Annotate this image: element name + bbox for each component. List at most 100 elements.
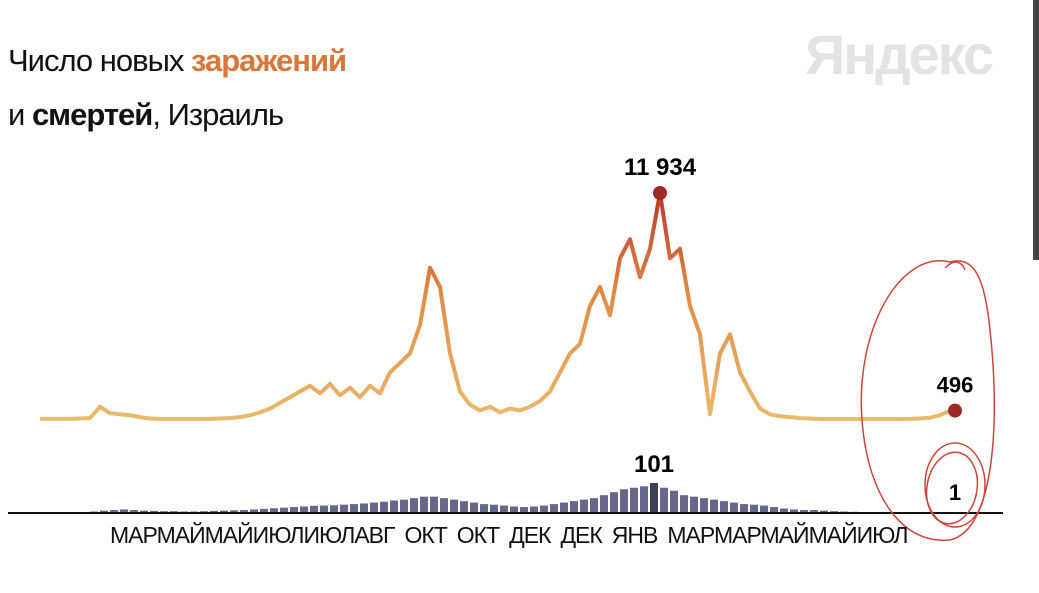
death-bar — [230, 510, 238, 513]
yandex-logo: Яндекс — [805, 23, 994, 86]
title-deaths: смертей — [31, 97, 153, 132]
death-bar — [650, 483, 658, 513]
death-bar — [570, 501, 578, 513]
death-bar — [360, 503, 368, 513]
death-bar — [410, 498, 418, 513]
death-bar — [240, 510, 248, 513]
death-bar — [760, 505, 768, 513]
x-tick-label: МАЙ — [156, 522, 206, 548]
death-bar — [470, 502, 478, 513]
death-bar — [630, 487, 638, 513]
death-bar — [520, 507, 528, 513]
x-tick-label: ДЕК — [509, 522, 551, 548]
death-bar — [430, 496, 438, 513]
last-marker — [948, 403, 962, 418]
death-bar — [800, 510, 808, 513]
x-tick-label: ИЮЛ — [303, 522, 355, 548]
title-infections: заражений — [191, 43, 347, 78]
death-bar — [400, 499, 408, 513]
death-bar — [750, 504, 758, 513]
death-bar — [560, 502, 568, 513]
death-bar — [310, 505, 318, 513]
x-tick-label: МАР — [110, 522, 158, 548]
x-tick-label: АВГ — [354, 522, 395, 548]
death-bar — [600, 495, 608, 513]
x-tick-label: МАЙ — [204, 522, 254, 548]
x-tick-label: ДЕК — [560, 522, 602, 548]
x-tick-label: МАР — [667, 522, 715, 548]
death-bar — [580, 499, 588, 513]
title-country: , Израиль — [152, 97, 284, 132]
death-bar — [550, 504, 558, 513]
death-bar — [370, 502, 378, 513]
death-bar — [500, 505, 508, 513]
death-bar — [280, 507, 288, 513]
death-bar — [820, 510, 828, 513]
peak-marker — [653, 186, 667, 200]
title-text: и — [8, 97, 32, 132]
death-bar — [220, 510, 228, 513]
x-tick-label: МАР — [713, 522, 762, 548]
death-bar — [380, 501, 388, 513]
death-bar — [670, 490, 678, 513]
death-bar — [720, 501, 728, 513]
death-bar — [640, 486, 648, 513]
death-bar — [120, 509, 128, 513]
death-bar — [540, 505, 548, 513]
cases-last-label: 496 — [937, 373, 974, 398]
death-bar — [690, 496, 698, 513]
cases-line — [40, 191, 951, 421]
death-bar — [530, 506, 538, 513]
death-bar — [250, 509, 258, 513]
x-tick-label: ИЮЛ — [252, 522, 305, 548]
deaths-last-label: 1 — [949, 480, 961, 505]
death-bar — [460, 501, 468, 513]
death-bar — [340, 504, 348, 513]
x-tick-label: ОКТ — [404, 522, 447, 548]
death-bar — [620, 489, 628, 513]
death-bar — [770, 507, 778, 513]
x-tick-label: ЯНВ — [611, 522, 659, 548]
death-bar — [480, 504, 488, 513]
death-bar — [350, 504, 358, 513]
death-bar — [100, 510, 108, 513]
death-bar — [680, 495, 688, 513]
death-bar — [300, 506, 308, 513]
death-bar — [450, 499, 458, 513]
death-bar — [510, 506, 518, 513]
hand-annotation-circles — [860, 260, 996, 542]
death-bar — [420, 496, 428, 513]
x-tick-label: МАЙ — [760, 522, 810, 548]
death-bar — [390, 500, 398, 513]
death-bar — [210, 510, 218, 513]
death-bar — [330, 505, 338, 513]
death-bar — [110, 510, 118, 513]
death-bar — [290, 507, 298, 513]
death-bar — [320, 505, 328, 513]
death-bar — [710, 499, 718, 513]
death-bar — [140, 510, 148, 513]
death-bar — [270, 508, 278, 513]
x-tick-label: ИЮЛ — [856, 522, 909, 548]
death-bar — [610, 492, 618, 513]
death-bar — [730, 502, 738, 513]
death-bar — [740, 504, 748, 513]
deaths-peak-label: 101 — [634, 451, 674, 478]
death-bar — [660, 487, 668, 513]
death-bar — [810, 510, 818, 513]
cases-peak-label: 11 934 — [624, 154, 697, 181]
death-bar — [590, 498, 598, 513]
chart-title: Число новых заражений и смертей, Израиль — [8, 34, 347, 142]
x-tick-label: МАЙ — [808, 522, 858, 548]
x-tick-label: ОКТ — [456, 522, 500, 548]
death-bar — [700, 498, 708, 513]
death-bar — [150, 510, 158, 513]
x-axis-labels: МАРМАЙМАЙИЮЛИЮЛАВГ ОКТ ОКТ ДЕК ДЕК ЯНВ МАРМАРМ… — [110, 522, 909, 549]
death-bar — [130, 510, 138, 513]
death-bar — [260, 508, 268, 513]
title-text: Число новых — [8, 43, 191, 78]
death-bar — [780, 508, 788, 513]
death-bar — [490, 504, 498, 513]
window-edge — [1033, 0, 1039, 260]
